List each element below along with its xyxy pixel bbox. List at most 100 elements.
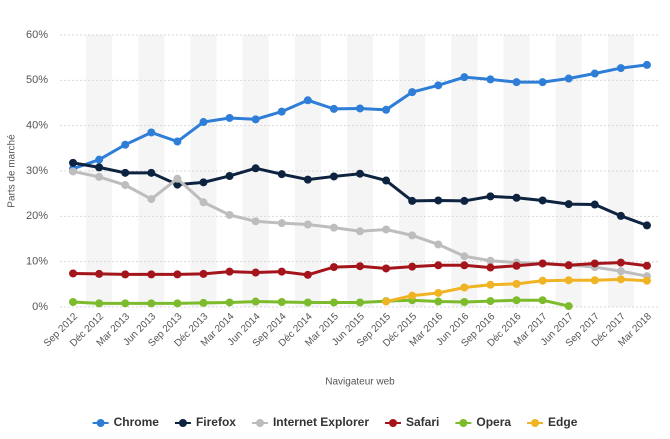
data-point	[251, 217, 260, 226]
data-point	[356, 227, 364, 236]
data-point	[486, 263, 495, 272]
data-point	[95, 172, 104, 181]
data-point	[590, 69, 599, 78]
data-point	[303, 96, 312, 105]
data-point	[95, 155, 104, 164]
data-point	[173, 270, 182, 279]
data-point	[251, 297, 260, 306]
data-point	[408, 196, 417, 205]
data-point	[173, 299, 182, 308]
data-point	[434, 297, 443, 306]
data-point	[382, 176, 391, 185]
data-point	[512, 279, 521, 288]
legend-marker	[178, 419, 187, 427]
data-point	[382, 225, 391, 234]
data-point	[225, 267, 234, 276]
data-point	[460, 298, 469, 307]
data-point	[486, 192, 495, 201]
data-point	[434, 288, 443, 297]
data-point	[251, 164, 260, 173]
data-point	[616, 64, 625, 73]
data-point	[225, 210, 234, 219]
data-point	[147, 128, 156, 137]
data-point	[564, 302, 573, 311]
data-point	[408, 262, 417, 271]
data-point	[434, 196, 443, 205]
data-point	[173, 180, 182, 189]
data-point	[277, 107, 286, 116]
data-point	[408, 88, 417, 97]
data-point	[147, 299, 156, 308]
data-point	[329, 172, 338, 181]
data-point	[564, 261, 573, 270]
data-point	[199, 298, 208, 307]
data-point	[95, 269, 104, 278]
data-point	[538, 276, 547, 285]
legend-marker	[459, 419, 468, 427]
data-point	[277, 219, 286, 228]
data-point	[382, 297, 391, 306]
data-point	[199, 178, 208, 187]
legend: Chrome Firefox Internet Explorer Safari Oper…	[92, 415, 578, 429]
data-point	[277, 298, 286, 307]
legend-label: Safari	[406, 415, 439, 429]
data-point	[642, 221, 651, 230]
data-point	[538, 259, 547, 268]
data-point	[564, 74, 573, 83]
data-point	[486, 280, 495, 289]
data-point	[616, 275, 625, 284]
data-point	[486, 297, 495, 306]
data-point	[486, 256, 495, 265]
data-point	[173, 137, 182, 146]
data-point	[616, 258, 625, 267]
data-point	[173, 174, 182, 183]
legend-label: Chrome	[114, 415, 160, 429]
data-point	[329, 104, 338, 113]
y-tick-label: 0%	[32, 301, 48, 313]
data-point	[538, 296, 547, 305]
data-point	[434, 240, 443, 249]
data-point	[460, 73, 469, 82]
legend-label: Opera	[476, 415, 511, 429]
data-point	[434, 81, 443, 90]
data-point	[95, 163, 104, 172]
y-tick-label: 40%	[26, 120, 48, 132]
data-point	[382, 264, 391, 273]
data-point	[225, 298, 234, 307]
data-point	[147, 195, 156, 204]
data-point	[95, 299, 104, 308]
data-point	[251, 115, 260, 124]
data-point	[382, 105, 391, 114]
data-point	[356, 262, 364, 271]
data-point	[512, 296, 521, 305]
data-point	[642, 261, 651, 270]
y-axis-label: Parts de marché	[7, 134, 18, 208]
data-point	[538, 78, 547, 87]
legend-label: Edge	[548, 415, 578, 429]
data-point	[329, 223, 338, 232]
data-point	[460, 252, 469, 261]
data-point	[147, 270, 156, 279]
series-line	[72, 298, 570, 308]
data-point	[590, 200, 599, 209]
data-point	[225, 171, 234, 180]
data-point	[408, 291, 417, 300]
data-point	[69, 298, 78, 307]
data-point	[225, 113, 234, 122]
data-point	[199, 118, 208, 127]
legend-marker	[96, 419, 105, 427]
legend-marker	[531, 419, 540, 427]
data-point	[303, 298, 312, 307]
data-point	[121, 140, 130, 149]
legend-marker	[255, 419, 264, 427]
data-point	[460, 196, 469, 205]
data-point	[590, 276, 599, 285]
data-point	[642, 60, 651, 69]
data-point	[564, 200, 573, 209]
data-point	[356, 169, 364, 178]
data-point	[329, 263, 338, 272]
data-point	[121, 270, 130, 279]
y-tick-label: 30%	[26, 165, 48, 177]
legend-marker	[389, 419, 397, 427]
data-point	[69, 167, 78, 176]
